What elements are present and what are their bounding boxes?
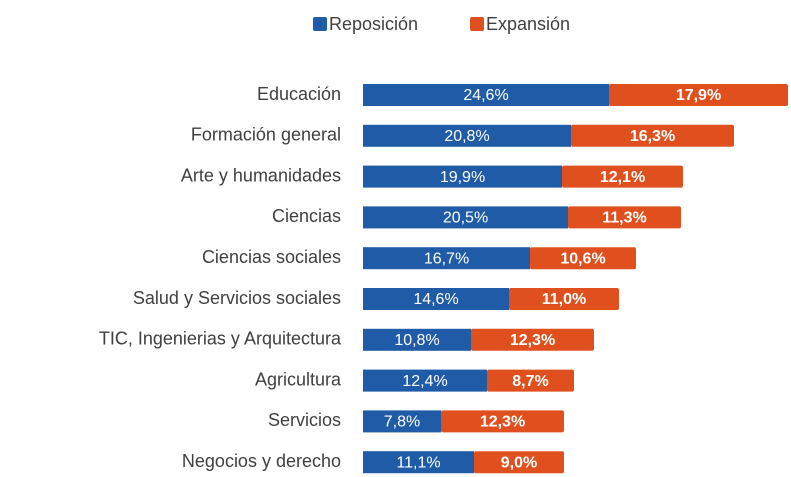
- category-label: Servicios: [268, 410, 341, 430]
- bar-segment: [487, 369, 574, 392]
- value-label: 10,8%: [394, 332, 439, 349]
- value-label: 12,3%: [510, 332, 555, 349]
- value-label: 19,9%: [440, 169, 485, 186]
- bar-segment: [568, 206, 681, 229]
- category-label: Salud y Servicios sociales: [133, 288, 341, 308]
- bar-segment: [363, 288, 509, 310]
- category-label: Ciencias: [272, 206, 341, 226]
- category-label: Negocios y derecho: [182, 451, 341, 471]
- value-label: 12,1%: [600, 169, 645, 186]
- value-label: 20,5%: [443, 210, 488, 227]
- bar-segment: [363, 206, 568, 229]
- value-label: 16,7%: [424, 250, 469, 267]
- bar-segment: [363, 410, 441, 433]
- bar-segment: [363, 369, 487, 392]
- value-label: 16,3%: [630, 128, 675, 145]
- bar-segment: [562, 165, 683, 188]
- category-label: Educación: [257, 84, 341, 104]
- value-label: 11,1%: [396, 454, 440, 471]
- value-label: 12,4%: [402, 373, 447, 390]
- category-label: Ciencias sociales: [202, 247, 341, 267]
- value-label: 12,3%: [480, 414, 525, 431]
- legend-label: Reposición: [329, 14, 418, 34]
- value-label: 14,6%: [413, 291, 458, 308]
- value-label: 24,6%: [463, 87, 508, 104]
- category-label: Arte y humanidades: [181, 165, 341, 185]
- value-label: 7,8%: [384, 414, 420, 431]
- bar-segment: [363, 84, 609, 106]
- bar-segment: [363, 124, 571, 147]
- bar-segment: [471, 328, 594, 351]
- value-label: 11,3%: [602, 210, 646, 227]
- category-label: TIC, Ingenierias y Arquitectura: [99, 329, 342, 349]
- category-label: Formación general: [191, 125, 341, 145]
- bar-segment: [530, 247, 636, 270]
- value-label: 10,6%: [560, 250, 605, 267]
- bar-segment: [363, 165, 562, 188]
- bar-segment: [363, 328, 471, 351]
- bar-segment: [441, 410, 564, 433]
- value-label: 20,8%: [444, 128, 489, 145]
- value-label: 8,7%: [512, 373, 548, 390]
- bar-segment: [363, 451, 474, 474]
- value-label: 17,9%: [676, 87, 721, 104]
- legend-label: Expansión: [486, 14, 570, 34]
- bar-segment: [609, 84, 788, 106]
- bar-segment: [474, 451, 564, 474]
- value-label: 9,0%: [501, 454, 537, 471]
- category-label: Agricultura: [255, 369, 342, 389]
- bar-segment: [571, 124, 734, 147]
- bar-segment: [363, 247, 530, 270]
- legend-swatch: [313, 17, 327, 31]
- value-label: 11,0%: [542, 291, 586, 308]
- bar-segment: [509, 288, 619, 310]
- legend-swatch: [470, 17, 484, 31]
